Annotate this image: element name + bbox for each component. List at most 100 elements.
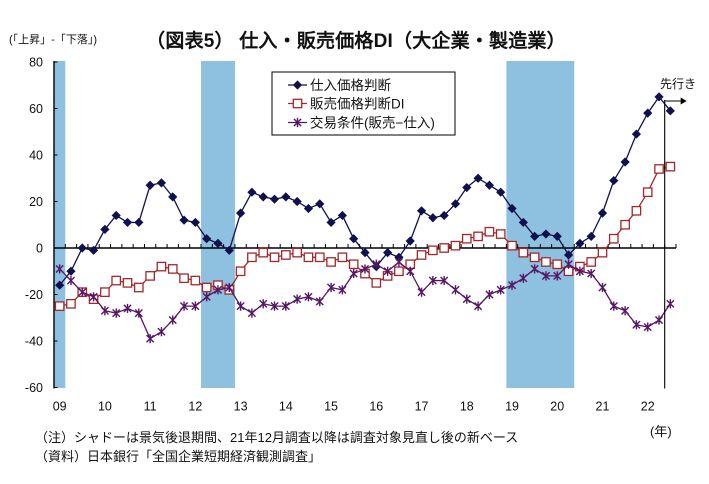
y-tick-label: -40 — [25, 335, 43, 349]
input-price-point — [349, 234, 359, 244]
terms-of-trade-point — [575, 266, 584, 276]
output-price-point — [439, 243, 450, 253]
output-price-point — [541, 257, 551, 267]
chart-title: （図表5） 仕入・販売価格DI（大企業・製造業） — [146, 31, 566, 52]
input-price-point — [55, 280, 65, 290]
terms-of-trade-point — [553, 271, 562, 281]
forecast-arrow-head-icon — [680, 97, 687, 105]
terms-of-trade-point — [134, 308, 143, 318]
input-price-point — [609, 175, 619, 186]
output-price-point — [552, 259, 563, 270]
input-price-point — [303, 203, 314, 214]
terms-of-trade-point — [643, 322, 652, 332]
note-shading: （注）シャドーは景気後退期間、21年12月調査以降は調査対象見直し後の新ベース — [35, 430, 519, 445]
output-price-point — [337, 252, 348, 263]
terms-of-trade-point — [247, 308, 257, 318]
terms-of-trade-point — [485, 289, 494, 300]
x-tick-label: 21 — [596, 400, 610, 414]
y-tick-label: -20 — [25, 288, 43, 302]
terms-of-trade-point — [157, 327, 166, 337]
note-source: （資料）日本銀行「全国企業短期経済観測調査」 — [35, 449, 322, 464]
forecast-marker: 先行き — [660, 77, 696, 389]
output-price-point — [450, 240, 461, 251]
output-price-point — [280, 250, 291, 260]
terms-of-trade-point — [621, 306, 630, 316]
x-tick-label: 20 — [550, 400, 564, 414]
y-tick-label: 0 — [36, 242, 43, 256]
terms-of-trade-point — [191, 301, 200, 311]
input-price-point — [360, 248, 370, 258]
y-tick-label: 20 — [29, 195, 43, 209]
x-tick-label: 16 — [369, 400, 383, 414]
output-price-point — [394, 266, 404, 277]
terms-of-trade-point — [654, 315, 664, 325]
terms-of-trade-point — [598, 282, 607, 293]
terms-of-trade-point — [270, 301, 279, 311]
terms-of-trade-point — [349, 268, 358, 279]
input-price-point — [665, 106, 675, 116]
input-price-point — [88, 245, 99, 255]
terms-of-trade-point — [666, 299, 675, 309]
x-tick-label: 17 — [415, 400, 429, 414]
output-price-point — [314, 252, 325, 263]
x-axis: 09 10 11 12 13 14 15 16 17 18 19 20 21 22 — [53, 244, 677, 414]
input-price-point — [247, 187, 257, 197]
output-price-point — [303, 252, 314, 263]
legend-label: 交易条件(販売−仕入) — [310, 115, 435, 131]
input-price-point — [281, 192, 291, 202]
output-price-point — [258, 247, 269, 258]
output-price-point — [484, 226, 495, 237]
output-price-point — [620, 219, 630, 230]
input-price-point — [394, 252, 404, 262]
output-price-point — [269, 252, 280, 263]
output-price-point — [156, 261, 167, 272]
input-price-point — [620, 157, 630, 167]
input-price-point — [100, 224, 110, 234]
input-price-point — [145, 180, 155, 190]
output-price-point — [190, 275, 201, 286]
y-tick-label: 80 — [29, 56, 43, 70]
x-tick-label: 22 — [641, 400, 655, 414]
terms-of-trade-point — [293, 294, 302, 304]
input-price-point — [190, 217, 200, 228]
terms-of-trade-point — [507, 280, 517, 290]
input-price-point — [122, 217, 133, 228]
y-axis-label: (「上昇」-「下落」) — [9, 34, 97, 46]
output-price-point — [111, 275, 122, 286]
input-price-point — [236, 208, 246, 218]
output-price-point — [654, 164, 664, 174]
terms-of-trade-point — [89, 292, 98, 302]
terms-of-trade-point — [281, 301, 290, 311]
output-price-point — [348, 259, 359, 270]
terms-of-trade-point — [360, 264, 370, 274]
legend-entry: 販売価格判断DI — [288, 97, 405, 112]
output-price-point — [473, 231, 483, 242]
legend-label: 販売価格判断DI — [310, 97, 405, 112]
x-tick-label: 09 — [53, 400, 67, 414]
output-price-point — [235, 266, 246, 277]
input-price-point — [405, 236, 415, 246]
legend-label: 仕入価格判断 — [310, 78, 391, 93]
x-tick-label: 18 — [460, 400, 474, 414]
terms-of-trade-point — [225, 282, 234, 293]
terms-of-trade-series — [55, 257, 675, 344]
output-price-point — [529, 252, 540, 263]
terms-of-trade-point — [78, 287, 87, 297]
input-price-point — [541, 229, 551, 239]
output-price-point — [167, 264, 178, 274]
terms-of-trade-point — [519, 273, 528, 283]
terms-of-trade-point — [632, 320, 641, 330]
output-price-point — [326, 257, 336, 267]
input-price-point — [416, 206, 427, 216]
legend-output-price-marker-icon — [292, 98, 303, 109]
terms-of-trade-point — [473, 301, 483, 311]
output-price-point — [416, 250, 427, 260]
output-price-point — [586, 257, 597, 267]
legend-entry: 仕入価格判断 — [288, 78, 391, 93]
input-price-point — [202, 234, 212, 244]
output-price-point — [247, 252, 257, 263]
terms-of-trade-point — [530, 264, 539, 274]
output-price-point — [518, 247, 529, 258]
terms-of-trade-point — [146, 334, 155, 344]
terms-of-trade-point — [383, 266, 392, 276]
